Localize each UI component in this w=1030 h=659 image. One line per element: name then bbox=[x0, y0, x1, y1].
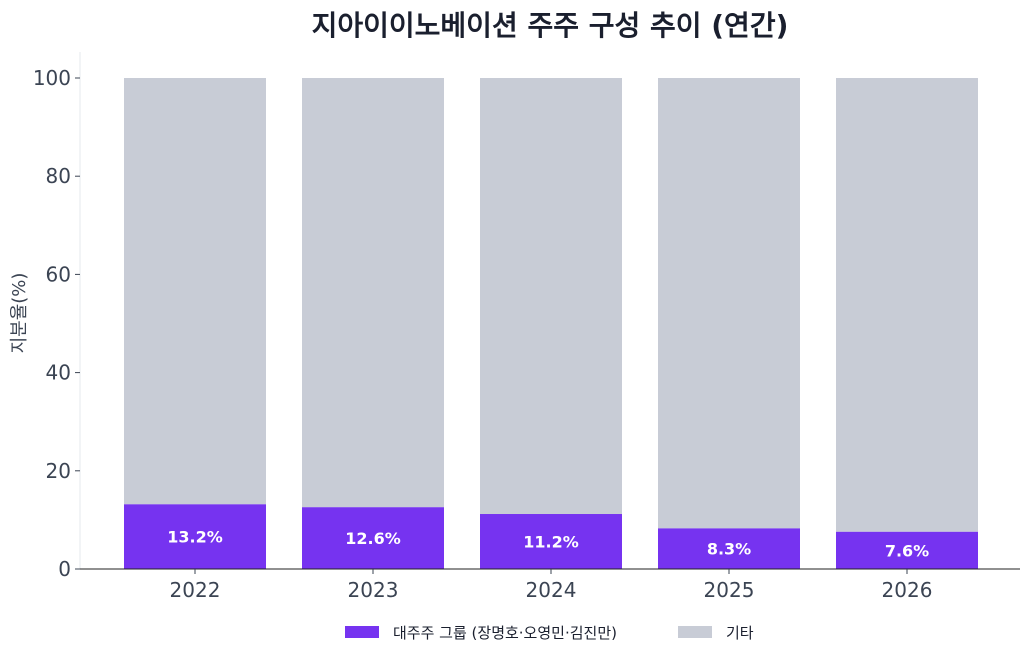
axes-group: 0 20 40 60 80 100 2022 2023 2024 2025 2026 bbox=[33, 52, 1020, 602]
legend-swatch-other bbox=[678, 626, 712, 638]
chart-title: 지아이이노베이션 주주 구성 추이 (연간) bbox=[312, 9, 789, 42]
x-tick-label-2024: 2024 bbox=[526, 578, 577, 602]
bar-major-2023 bbox=[302, 507, 444, 569]
bar-other-2024 bbox=[480, 78, 622, 515]
bar-other-2025 bbox=[658, 78, 800, 529]
bar-major-2026 bbox=[836, 531, 978, 569]
x-tick-label-2026: 2026 bbox=[882, 578, 933, 602]
y-tick-label-60: 60 bbox=[46, 262, 71, 286]
bar-other-2026 bbox=[836, 78, 978, 532]
bar-other-2022 bbox=[124, 78, 266, 505]
bar-major-2025 bbox=[658, 528, 800, 569]
data-label-2026: 7.6% bbox=[885, 541, 929, 560]
bar-other-2023 bbox=[302, 78, 444, 508]
legend-swatch-major bbox=[345, 626, 379, 638]
data-label-2025: 8.3% bbox=[707, 540, 751, 559]
y-tick-label-0: 0 bbox=[58, 557, 71, 581]
data-label-2022: 13.2% bbox=[167, 528, 223, 547]
bar-major-2024 bbox=[480, 514, 622, 569]
legend-label-major: 대주주 그룹 (장명호·오영민·김진만) bbox=[393, 624, 617, 642]
y-tick-label-80: 80 bbox=[46, 164, 71, 188]
y-tick-label-20: 20 bbox=[46, 459, 71, 483]
bar-major-2022 bbox=[124, 504, 266, 569]
x-tick-label-2023: 2023 bbox=[348, 578, 399, 602]
y-axis-label: 지분율(%) bbox=[9, 273, 30, 354]
legend: 대주주 그룹 (장명호·오영민·김진만) 기타 bbox=[345, 624, 754, 642]
bars-group: 13.2% 12.6% 11.2% 8.3% 7.6% bbox=[124, 78, 978, 569]
legend-label-other: 기타 bbox=[726, 624, 754, 642]
x-tick-label-2025: 2025 bbox=[704, 578, 755, 602]
y-tick-label-100: 100 bbox=[33, 66, 71, 90]
data-label-2024: 11.2% bbox=[523, 533, 579, 552]
x-tick-label-2022: 2022 bbox=[170, 578, 221, 602]
y-tick-label-40: 40 bbox=[46, 361, 71, 385]
data-label-2023: 12.6% bbox=[345, 529, 401, 548]
